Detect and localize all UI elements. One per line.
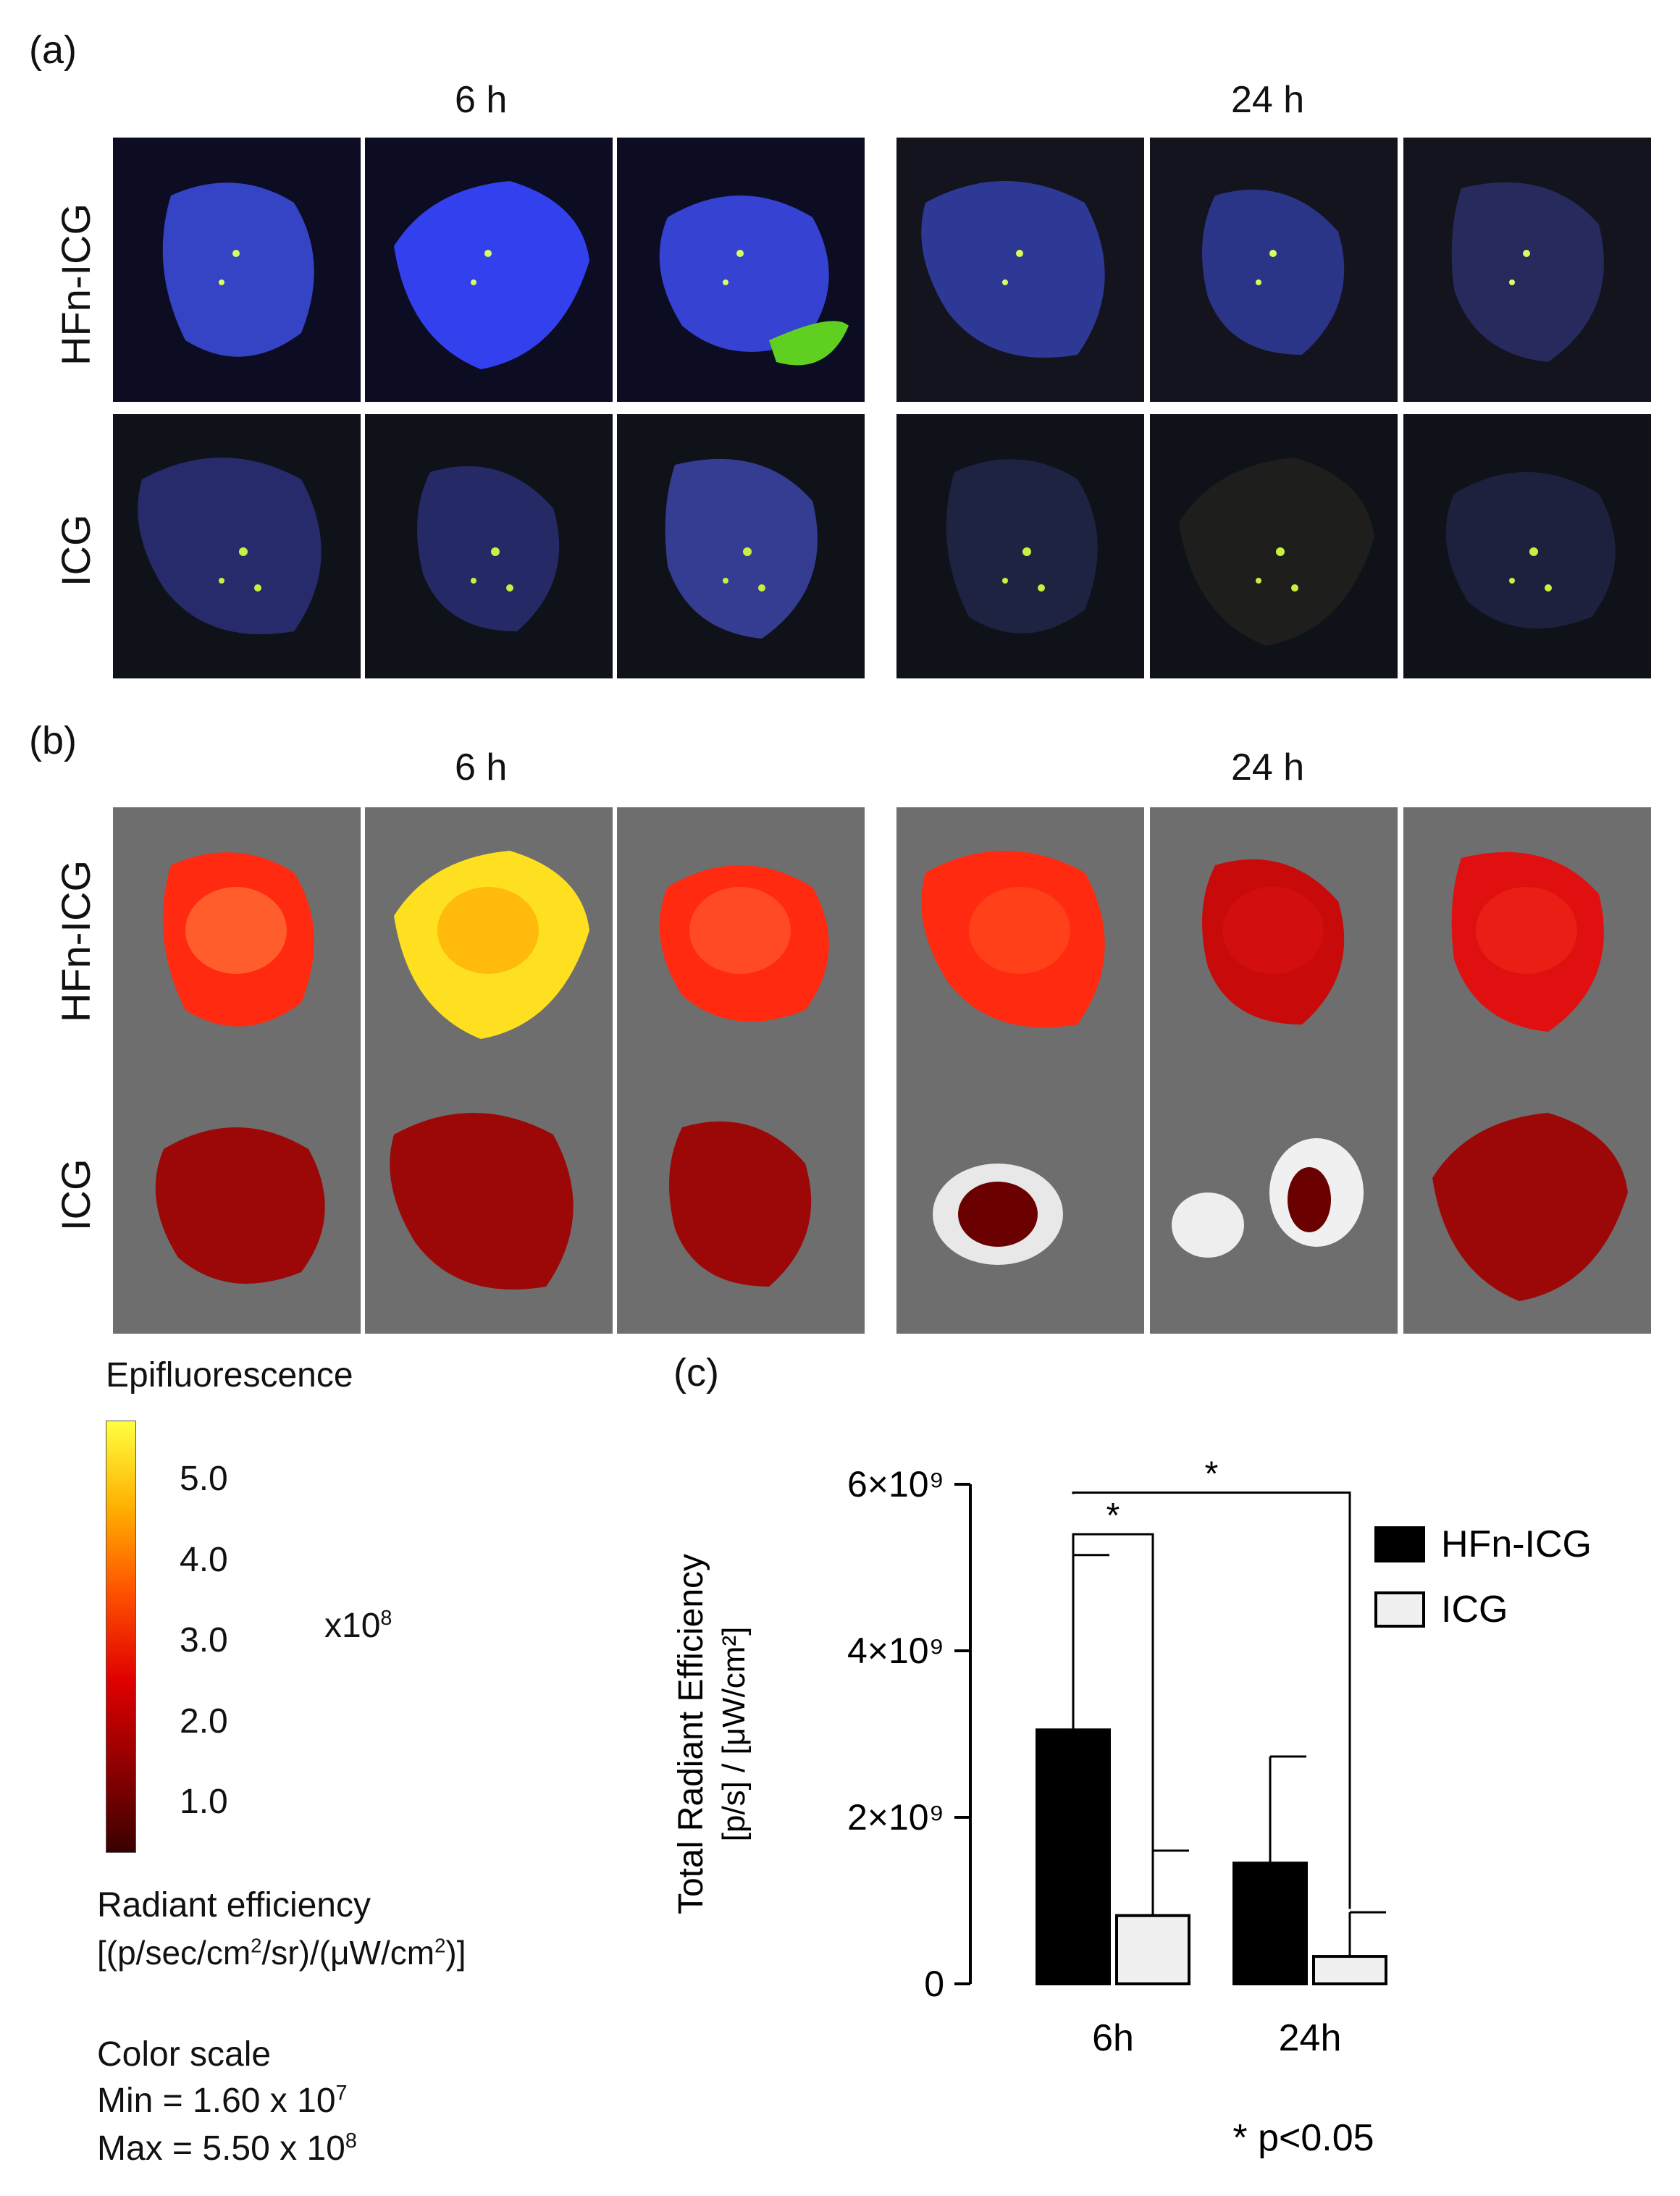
footnote: * p<0.05: [1232, 2117, 1374, 2159]
unit-part-b: /sr)/(μW/cm: [261, 1934, 435, 1972]
color-scale-max: Max = 5.50 x 108: [97, 2129, 357, 2168]
fluorescence-tile-icg-3: [617, 414, 865, 678]
legend-swatch-hfn-icg: [1374, 1526, 1425, 1562]
unit-sq-a: 2: [251, 1934, 262, 1957]
fluorescence-tile-icg-2: [365, 414, 613, 678]
fluorescence-tile-hfn-icg-5: [1150, 138, 1398, 402]
unit-part-c: )]: [445, 1934, 466, 1972]
epifluorescence-tile-hfn-icg-6: [1403, 807, 1651, 1072]
colorbar-multiplier-exp: 8: [380, 1607, 392, 1630]
panel-b-time-6h: 6 h: [455, 746, 508, 788]
epifluorescence-tile-hfn-icg-5: [1150, 807, 1398, 1072]
colorbar-tick-label: 4.0: [180, 1541, 228, 1579]
color-scale-min-label: Min = 1.60 x 10: [97, 2082, 336, 2120]
panel-a-time-6h: 6 h: [455, 79, 508, 121]
panel-b-letter: (b): [29, 719, 77, 762]
unit-sq-b: 2: [434, 1934, 446, 1957]
panel-b-row-icg: ICG: [53, 1158, 98, 1231]
colorbar-gradient: [106, 1421, 136, 1853]
legend-label-icg: ICG: [1441, 1589, 1508, 1631]
y-axis-label-line1: Total Radiant Efficiency: [672, 1554, 710, 1914]
bar-hfn-icg-24h: [1232, 1861, 1308, 1985]
epifluorescence-tile-icg-4: [896, 1069, 1144, 1334]
fluorescence-tile-hfn-icg-4: [896, 138, 1144, 402]
significance-bracket: [1072, 1533, 1154, 1851]
y-tick-label: 4×10⁹: [847, 1631, 944, 1671]
color-scale-min: Min = 1.60 x 107: [97, 2081, 348, 2121]
y-axis-label-line2: [p/s] / [μW/cm²]: [716, 1627, 752, 1842]
epifluorescence-tile-icg-1: [113, 1069, 361, 1334]
panel-a-row-hfn-icg: HFn-ICG: [53, 203, 98, 366]
bar-chart: 0 2×10⁹ 4×10⁹ 6×10⁹ Total Radiant Efficiency…: [672, 1455, 1592, 2160]
epifluorescence-tile-icg-2: [365, 1069, 613, 1334]
colorbar-tick-label: 1.0: [180, 1783, 228, 1821]
fluorescence-tile-hfn-icg-6: [1403, 138, 1651, 402]
panel-a-row-icg: ICG: [53, 514, 98, 586]
fluorescence-tile-icg-5: [1150, 414, 1398, 678]
bar-hfn-icg-6h: [1036, 1728, 1111, 1985]
y-tick-label: 6×10⁹: [847, 1464, 944, 1505]
fluorescence-tile-icg-1: [113, 414, 361, 678]
panel-c-letter: (c): [673, 1351, 719, 1394]
panel-a-letter: (a): [29, 28, 77, 72]
bar-icg-24h: [1312, 1955, 1387, 1985]
epifluorescence-tile-hfn-icg-1: [113, 807, 361, 1072]
fluorescence-tile-icg-4: [896, 414, 1144, 678]
significance-label: *: [1205, 1455, 1219, 1494]
unit-part-a: [(p/sec/cm: [97, 1934, 251, 1972]
epifluorescence-tile-icg-5: [1150, 1069, 1398, 1334]
legend-swatch-icg: [1374, 1591, 1425, 1628]
x-category-label-24h: 24h: [1279, 2017, 1342, 2059]
colorbar-unit-line1: Radiant efficiency: [97, 1886, 371, 1924]
panel-b-row-hfn-icg: HFn-ICG: [53, 860, 98, 1022]
colorbar-unit-line2: [(p/sec/cm2/sr)/(μW/cm2)]: [97, 1933, 466, 1972]
panel-b-time-24h: 24 h: [1231, 746, 1305, 788]
epifluorescence-tile-icg-6: [1403, 1069, 1651, 1334]
colorbar-multiplier-base: x10: [324, 1607, 381, 1645]
fluorescence-tile-hfn-icg-3: [617, 138, 865, 402]
colorbar-title: Epifluorescence: [106, 1356, 353, 1394]
color-scale-max-exp: 8: [345, 2129, 357, 2153]
significance-bracket: [1072, 1492, 1351, 1909]
x-category-label-6h: 6h: [1092, 2017, 1134, 2059]
color-scale-max-label: Max = 5.50 x 10: [97, 2129, 345, 2168]
epifluorescence-tile-icg-3: [617, 1069, 865, 1334]
y-tick-label: 0: [924, 1964, 944, 2004]
colorbar-tick-label: 2.0: [180, 1702, 228, 1741]
epifluorescence-tile-hfn-icg-2: [365, 807, 613, 1072]
colorbar-multiplier: x108: [324, 1606, 392, 1646]
fluorescence-tile-icg-6: [1403, 414, 1651, 678]
fluorescence-tile-hfn-icg-2: [365, 138, 613, 402]
color-scale-min-exp: 7: [335, 2082, 348, 2105]
epifluorescence-tile-hfn-icg-3: [617, 807, 865, 1072]
bar-icg-6h: [1115, 1914, 1190, 1986]
panel-a-time-24h: 24 h: [1231, 79, 1305, 121]
colorbar-tick-label: 3.0: [180, 1621, 228, 1659]
fluorescence-tile-hfn-icg-1: [113, 138, 361, 402]
colorbar-tick-label: 5.0: [180, 1460, 228, 1498]
color-scale-title: Color scale: [97, 2035, 272, 2074]
epifluorescence-tile-hfn-icg-4: [896, 807, 1144, 1072]
legend-label-hfn-icg: HFn-ICG: [1441, 1523, 1592, 1565]
y-tick-label: 2×10⁹: [847, 1797, 944, 1838]
significance-label: *: [1106, 1497, 1120, 1535]
